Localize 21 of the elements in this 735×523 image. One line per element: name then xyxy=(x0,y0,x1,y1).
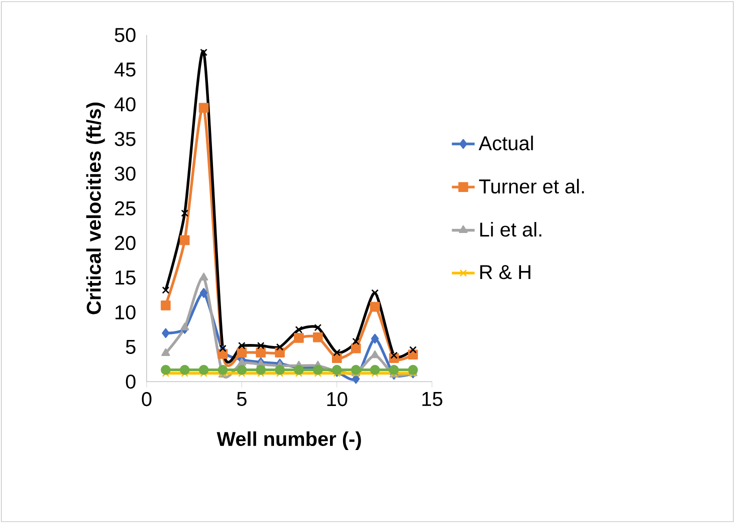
y-tick-label: 50 xyxy=(114,28,136,42)
y-tick-label: 25 xyxy=(115,201,136,216)
x-tick-label: 10 xyxy=(327,392,348,406)
legend-label: Actual xyxy=(478,136,533,150)
x-tick-label: 0 xyxy=(142,392,152,406)
y-tick-label: 30 xyxy=(114,166,136,181)
x-axis-title: Well number (-) xyxy=(216,431,361,450)
legend-label: R & H xyxy=(480,265,530,280)
legend-label: Li et al. xyxy=(480,222,542,237)
legend-label: Turner et al. xyxy=(479,178,584,194)
y-tick-label: 15 xyxy=(116,270,136,285)
y-tick-label: 40 xyxy=(114,97,136,112)
y-tick-label: 5 xyxy=(126,340,136,354)
y-tick-label: 45 xyxy=(114,62,136,77)
y-tick-label: 35 xyxy=(114,132,136,146)
y-axis-title: Critical velocities (ft/s) xyxy=(86,102,105,314)
y-tick-label: 20 xyxy=(115,236,136,250)
x-tick-label: 5 xyxy=(237,392,247,406)
y-tick-label: 10 xyxy=(116,305,136,320)
y-tick-label: 0 xyxy=(126,374,136,389)
x-tick-label: 15 xyxy=(422,392,442,406)
